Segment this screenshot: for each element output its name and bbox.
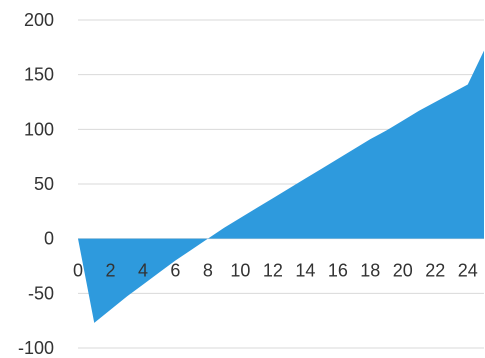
y-tick-label: 100 [24, 119, 54, 139]
x-axis-ticks: 0 2 4 6 8 10 12 14 16 18 20 22 24 [73, 261, 478, 281]
x-tick-label: 24 [458, 261, 478, 281]
y-axis-ticks: 200 150 100 50 0 -50 -100 [18, 10, 54, 358]
x-tick-label: 6 [170, 261, 180, 281]
y-tick-label: -50 [28, 283, 54, 303]
series-areas [78, 50, 484, 323]
x-tick-label: 10 [230, 261, 250, 281]
x-tick-label: 20 [393, 261, 413, 281]
x-tick-label: 12 [263, 261, 283, 281]
x-tick-label: 0 [73, 261, 83, 281]
x-tick-label: 4 [138, 261, 148, 281]
y-tick-label: 0 [44, 229, 54, 249]
x-tick-label: 8 [203, 261, 213, 281]
x-tick-label: 16 [328, 261, 348, 281]
area-series-0 [78, 50, 484, 323]
x-tick-label: 18 [360, 261, 380, 281]
x-tick-label: 22 [425, 261, 445, 281]
y-tick-label: -100 [18, 338, 54, 358]
y-tick-label: 150 [24, 65, 54, 85]
y-tick-label: 200 [24, 10, 54, 30]
x-tick-label: 2 [105, 261, 115, 281]
x-tick-label: 14 [295, 261, 315, 281]
y-tick-label: 50 [34, 174, 54, 194]
